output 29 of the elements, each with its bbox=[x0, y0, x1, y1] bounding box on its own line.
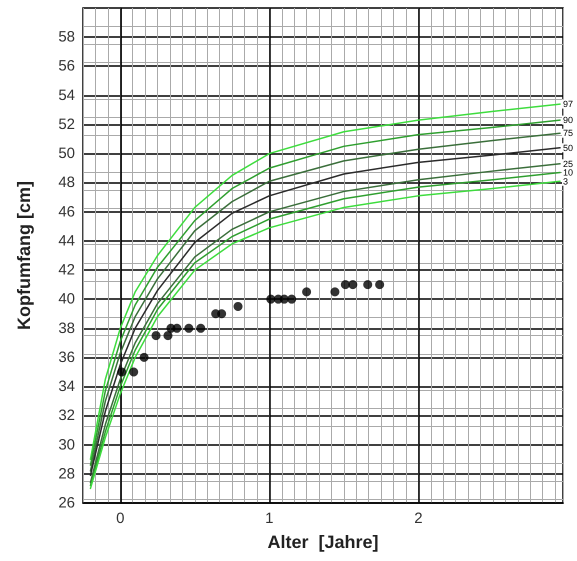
series-label: 90 bbox=[563, 115, 574, 126]
y-tick-label: 32 bbox=[58, 407, 75, 424]
y-tick-label: 30 bbox=[58, 436, 75, 454]
x-tick-label: 1 bbox=[265, 510, 274, 527]
y-tick-label: 38 bbox=[58, 320, 75, 337]
x-tick-label: 0 bbox=[116, 510, 124, 527]
y-tick-label: 48 bbox=[58, 174, 75, 192]
y-tick-label: 58 bbox=[58, 28, 75, 46]
y-axis-title: Kopfumfang [cm] bbox=[14, 181, 34, 330]
y-tick-label: 52 bbox=[58, 116, 75, 133]
y-tick-label: 50 bbox=[58, 145, 75, 162]
y-tick-label: 26 bbox=[58, 494, 75, 512]
series-label: 10 bbox=[563, 168, 574, 178]
x-axis-title: Alter [Jahre] bbox=[267, 532, 379, 552]
series-label: 75 bbox=[563, 128, 574, 138]
x-tick-label: 2 bbox=[414, 510, 423, 527]
y-tick-label: 42 bbox=[58, 262, 75, 279]
y-tick-label: 54 bbox=[58, 86, 75, 104]
y-tick-label: 34 bbox=[58, 378, 75, 396]
series-label: 50 bbox=[563, 142, 574, 153]
y-tick-label: 46 bbox=[58, 203, 75, 220]
y-tick-label: 28 bbox=[58, 465, 75, 482]
series-label: 3 bbox=[563, 176, 568, 186]
series-label: 25 bbox=[563, 158, 574, 169]
y-tick-label: 56 bbox=[58, 58, 75, 75]
y-tick-label: 40 bbox=[58, 290, 75, 308]
series-label: 97 bbox=[563, 99, 574, 110]
y-tick-label: 44 bbox=[58, 232, 75, 250]
y-tick-label: 36 bbox=[58, 348, 75, 366]
